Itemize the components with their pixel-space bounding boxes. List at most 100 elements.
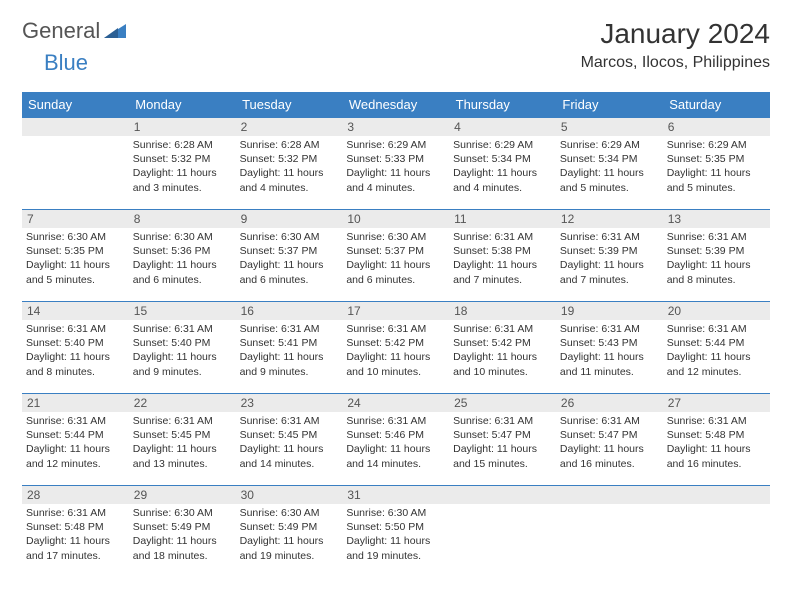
day-info: Sunrise: 6:31 AMSunset: 5:42 PMDaylight:… [449, 320, 556, 379]
daylight-text: Daylight: 11 hours and 7 minutes. [453, 258, 552, 286]
day-info: Sunrise: 6:29 AMSunset: 5:35 PMDaylight:… [663, 136, 770, 195]
daylight-text: Daylight: 11 hours and 9 minutes. [133, 350, 232, 378]
sunrise-text: Sunrise: 6:31 AM [667, 322, 766, 336]
daylight-text: Daylight: 11 hours and 4 minutes. [453, 166, 552, 194]
calendar-week-row: 1Sunrise: 6:28 AMSunset: 5:32 PMDaylight… [22, 118, 770, 210]
day-info: Sunrise: 6:31 AMSunset: 5:40 PMDaylight:… [129, 320, 236, 379]
sunset-text: Sunset: 5:34 PM [560, 152, 659, 166]
day-info: Sunrise: 6:29 AMSunset: 5:33 PMDaylight:… [342, 136, 449, 195]
calendar-day-cell: 23Sunrise: 6:31 AMSunset: 5:45 PMDayligh… [236, 394, 343, 486]
day-number: 20 [663, 302, 770, 320]
sunset-text: Sunset: 5:45 PM [240, 428, 339, 442]
daylight-text: Daylight: 11 hours and 4 minutes. [346, 166, 445, 194]
daylight-text: Daylight: 11 hours and 9 minutes. [240, 350, 339, 378]
day-header: Friday [556, 92, 663, 118]
calendar-day-cell: 16Sunrise: 6:31 AMSunset: 5:41 PMDayligh… [236, 302, 343, 394]
sunrise-text: Sunrise: 6:31 AM [240, 414, 339, 428]
calendar-day-cell: 3Sunrise: 6:29 AMSunset: 5:33 PMDaylight… [342, 118, 449, 210]
sunrise-text: Sunrise: 6:30 AM [240, 506, 339, 520]
day-number: 4 [449, 118, 556, 136]
day-number: 18 [449, 302, 556, 320]
brand-text-2: Blue [44, 50, 88, 75]
day-header: Wednesday [342, 92, 449, 118]
sunset-text: Sunset: 5:43 PM [560, 336, 659, 350]
sunset-text: Sunset: 5:49 PM [240, 520, 339, 534]
sunset-text: Sunset: 5:42 PM [346, 336, 445, 350]
brand-triangle-icon [104, 20, 126, 43]
calendar-day-cell: 5Sunrise: 6:29 AMSunset: 5:34 PMDaylight… [556, 118, 663, 210]
sunrise-text: Sunrise: 6:31 AM [453, 414, 552, 428]
calendar-week-row: 14Sunrise: 6:31 AMSunset: 5:40 PMDayligh… [22, 302, 770, 394]
calendar-day-cell: 10Sunrise: 6:30 AMSunset: 5:37 PMDayligh… [342, 210, 449, 302]
sunset-text: Sunset: 5:47 PM [560, 428, 659, 442]
sunset-text: Sunset: 5:41 PM [240, 336, 339, 350]
day-number: 28 [22, 486, 129, 504]
day-number: 14 [22, 302, 129, 320]
daylight-text: Daylight: 11 hours and 5 minutes. [26, 258, 125, 286]
daylight-text: Daylight: 11 hours and 5 minutes. [667, 166, 766, 194]
day-number: 10 [342, 210, 449, 228]
calendar-day-cell: 2Sunrise: 6:28 AMSunset: 5:32 PMDaylight… [236, 118, 343, 210]
day-info: Sunrise: 6:29 AMSunset: 5:34 PMDaylight:… [556, 136, 663, 195]
sunrise-text: Sunrise: 6:31 AM [346, 414, 445, 428]
daylight-text: Daylight: 11 hours and 4 minutes. [240, 166, 339, 194]
daylight-text: Daylight: 11 hours and 10 minutes. [453, 350, 552, 378]
sunset-text: Sunset: 5:48 PM [26, 520, 125, 534]
sunrise-text: Sunrise: 6:31 AM [667, 414, 766, 428]
day-info: Sunrise: 6:30 AMSunset: 5:37 PMDaylight:… [342, 228, 449, 287]
daylight-text: Daylight: 11 hours and 11 minutes. [560, 350, 659, 378]
day-header: Sunday [22, 92, 129, 118]
day-info: Sunrise: 6:28 AMSunset: 5:32 PMDaylight:… [236, 136, 343, 195]
sunset-text: Sunset: 5:42 PM [453, 336, 552, 350]
day-number: 1 [129, 118, 236, 136]
calendar-day-cell: 9Sunrise: 6:30 AMSunset: 5:37 PMDaylight… [236, 210, 343, 302]
day-header: Monday [129, 92, 236, 118]
sunrise-text: Sunrise: 6:29 AM [560, 138, 659, 152]
calendar-week-row: 7Sunrise: 6:30 AMSunset: 5:35 PMDaylight… [22, 210, 770, 302]
sunrise-text: Sunrise: 6:28 AM [133, 138, 232, 152]
daylight-text: Daylight: 11 hours and 8 minutes. [667, 258, 766, 286]
day-info: Sunrise: 6:31 AMSunset: 5:43 PMDaylight:… [556, 320, 663, 379]
day-number: 5 [556, 118, 663, 136]
daylight-text: Daylight: 11 hours and 19 minutes. [240, 534, 339, 562]
day-info: Sunrise: 6:31 AMSunset: 5:46 PMDaylight:… [342, 412, 449, 471]
calendar-day-cell: 24Sunrise: 6:31 AMSunset: 5:46 PMDayligh… [342, 394, 449, 486]
day-header: Tuesday [236, 92, 343, 118]
sunset-text: Sunset: 5:36 PM [133, 244, 232, 258]
sunset-text: Sunset: 5:45 PM [133, 428, 232, 442]
sunset-text: Sunset: 5:35 PM [667, 152, 766, 166]
sunset-text: Sunset: 5:48 PM [667, 428, 766, 442]
calendar-week-row: 28Sunrise: 6:31 AMSunset: 5:48 PMDayligh… [22, 486, 770, 578]
daylight-text: Daylight: 11 hours and 14 minutes. [240, 442, 339, 470]
sunset-text: Sunset: 5:35 PM [26, 244, 125, 258]
day-number: 15 [129, 302, 236, 320]
daylight-text: Daylight: 11 hours and 14 minutes. [346, 442, 445, 470]
calendar-day-cell: 8Sunrise: 6:30 AMSunset: 5:36 PMDaylight… [129, 210, 236, 302]
day-info: Sunrise: 6:31 AMSunset: 5:40 PMDaylight:… [22, 320, 129, 379]
sunrise-text: Sunrise: 6:31 AM [240, 322, 339, 336]
day-number: 27 [663, 394, 770, 412]
day-info: Sunrise: 6:31 AMSunset: 5:41 PMDaylight:… [236, 320, 343, 379]
sunrise-text: Sunrise: 6:31 AM [453, 230, 552, 244]
sunset-text: Sunset: 5:37 PM [346, 244, 445, 258]
day-info: Sunrise: 6:31 AMSunset: 5:48 PMDaylight:… [663, 412, 770, 471]
day-header-row: Sunday Monday Tuesday Wednesday Thursday… [22, 92, 770, 118]
calendar-day-cell: 20Sunrise: 6:31 AMSunset: 5:44 PMDayligh… [663, 302, 770, 394]
day-number: 30 [236, 486, 343, 504]
day-number: 29 [129, 486, 236, 504]
calendar-day-cell: 4 Sunrise: 6:29 AMSunset: 5:34 PMDaylight… [449, 118, 556, 210]
sunrise-text: Sunrise: 6:31 AM [560, 230, 659, 244]
sunrise-text: Sunrise: 6:30 AM [133, 506, 232, 520]
daylight-text: Daylight: 11 hours and 6 minutes. [346, 258, 445, 286]
sunrise-text: Sunrise: 6:31 AM [453, 322, 552, 336]
month-title: January 2024 [581, 18, 770, 50]
sunset-text: Sunset: 5:34 PM [453, 152, 552, 166]
sunrise-text: Sunrise: 6:29 AM [453, 138, 552, 152]
sunset-text: Sunset: 5:44 PM [26, 428, 125, 442]
daylight-text: Daylight: 11 hours and 6 minutes. [240, 258, 339, 286]
day-info: Sunrise: 6:30 AMSunset: 5:35 PMDaylight:… [22, 228, 129, 287]
sunset-text: Sunset: 5:39 PM [560, 244, 659, 258]
day-number: 7 [22, 210, 129, 228]
day-info: Sunrise: 6:31 AMSunset: 5:39 PMDaylight:… [663, 228, 770, 287]
sunset-text: Sunset: 5:33 PM [346, 152, 445, 166]
